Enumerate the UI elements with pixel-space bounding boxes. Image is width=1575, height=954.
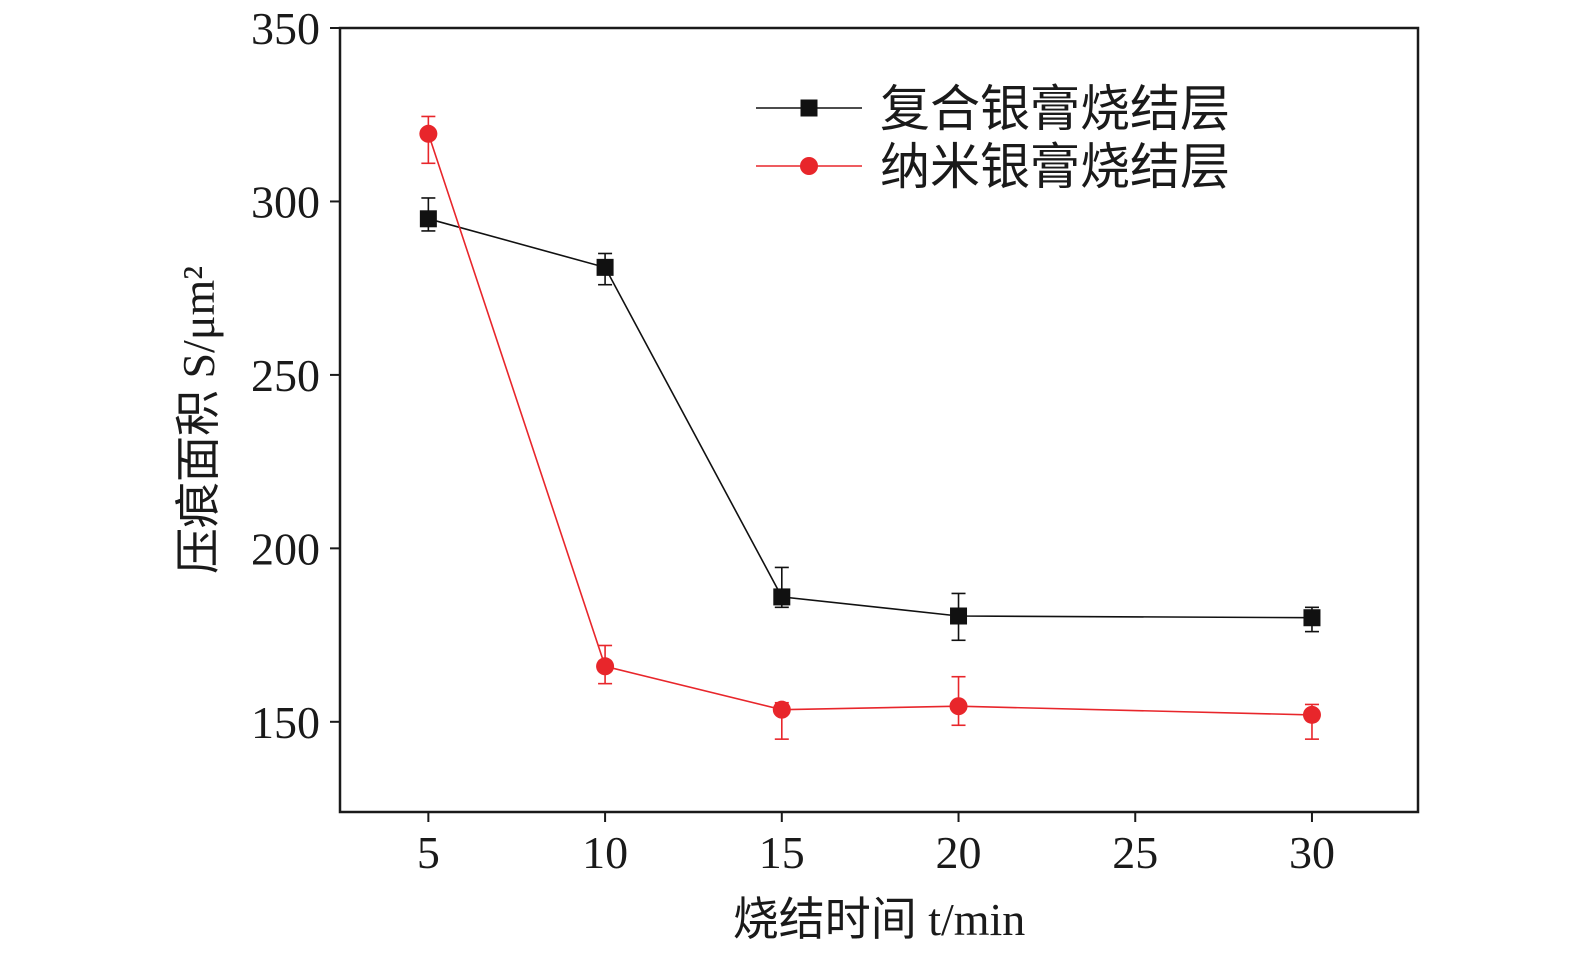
series-2 (419, 115, 1321, 740)
x-tick-label: 15 (759, 827, 805, 878)
data-point (773, 588, 791, 606)
y-tick-label: 150 (251, 697, 320, 748)
y-axis-label: 压痕面积 S/μm² (173, 266, 224, 574)
ticks: 5 10 15 20 25 30 150 200 250 300 350 (251, 3, 1335, 878)
x-tick-label: 10 (582, 827, 628, 878)
data-point (1303, 609, 1321, 627)
data-point (419, 210, 437, 228)
data-point (772, 700, 791, 719)
data-point (596, 657, 615, 676)
x-tick-label: 30 (1289, 827, 1335, 878)
plot-frame (338, 26, 1420, 814)
data-point (596, 258, 614, 276)
series-1 (419, 197, 1321, 642)
y-tick-label: 350 (251, 3, 320, 54)
y-tick-label: 300 (251, 176, 320, 227)
legend-label: 纳米银膏烧结层 (880, 139, 1230, 195)
data-point (1302, 705, 1321, 724)
x-axis-label: 烧结时间 t/min (733, 894, 1026, 945)
plot-area (419, 115, 1321, 740)
data-point (419, 124, 438, 143)
x-tick-label: 25 (1112, 827, 1158, 878)
series-line (427, 133, 1313, 716)
series-line (428, 218, 1313, 619)
x-tick-label: 20 (936, 827, 982, 878)
legend-marker (800, 99, 818, 117)
y-tick-label: 200 (251, 523, 320, 574)
x-tick-label: 5 (417, 827, 440, 878)
legend-label: 复合银膏烧结层 (880, 81, 1230, 137)
legend-item: 纳米银膏烧结层 (756, 139, 1230, 195)
axes (338, 26, 1420, 814)
legend-marker (800, 157, 818, 175)
data-point (949, 697, 968, 716)
y-tick-label: 250 (251, 350, 320, 401)
legend-item: 复合银膏烧结层 (756, 81, 1230, 137)
data-point (950, 607, 968, 625)
